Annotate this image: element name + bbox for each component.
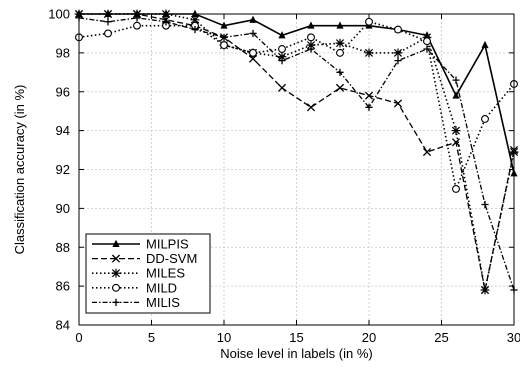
data-point-dd-svm [364,91,374,100]
y-tick-label: 90 [56,201,70,216]
data-point-milis [133,14,141,22]
legend-marker [111,268,121,278]
legend-marker [112,239,120,247]
x-tick-label: 25 [434,330,448,345]
data-point-mild [365,17,373,26]
x-axis-label: Noise level in labels (in %) [220,346,372,361]
data-point-milpis [249,15,257,23]
data-point-milpis [481,40,489,49]
y-tick-label: 100 [48,7,70,22]
data-point-milpis [452,91,460,99]
data-point-milpis [278,31,286,39]
legend-item-dd-svm: DD-SVM [92,251,197,266]
data-point-milis [452,76,460,84]
data-point-mild [481,115,489,123]
data-point-milpis [307,21,315,29]
data-point-dd-svm [451,138,461,147]
legend-item-milis: MILIS [92,295,180,310]
data-point-dd-svm [306,103,316,112]
data-point-milpis [191,9,199,17]
data-point-dd-svm [248,54,258,63]
data-point-mild [452,184,460,193]
data-point-dd-svm [335,83,345,92]
axis-ticks: 0 5 10 15 20 25 30 84 86 88 90 92 94 96 98 100 [48,7,520,346]
series-mild [75,17,518,193]
y-tick-label: 88 [56,240,70,255]
data-point-dd-svm [277,83,287,92]
data-point-mild [307,33,315,42]
y-tick-label: 86 [56,279,70,294]
legend-item-miles: MILES [92,266,185,281]
data-point-milis [336,68,344,76]
y-tick-label: 84 [56,318,70,333]
y-tick-label: 92 [56,162,70,177]
x-tick-label: 5 [148,330,155,345]
y-tick-label: 98 [56,45,70,60]
data-point-miles [480,285,490,295]
data-point-milis [365,103,373,111]
series-line-dd-svm [79,13,515,291]
data-point-mild [220,41,228,50]
legend-marker [111,254,121,263]
plot-frame [78,13,515,326]
data-point-mild [278,45,286,53]
data-point-mild [249,48,257,57]
data-point-miles [451,126,461,136]
y-tick-label: 94 [56,123,70,138]
data-point-miles [393,48,403,58]
legend-label: MILPIS [146,237,189,252]
legend-label: MILES [146,266,185,281]
legend-item-milpis: MILPIS [92,237,189,252]
data-point-mild [104,29,112,38]
data-point-mild [423,37,431,46]
data-point-milis [481,200,489,209]
data-point-mild [133,21,141,30]
x-tick-label: 15 [289,330,303,345]
y-axis-label: Classification accuracy (in %) [12,85,27,255]
y-tick-label: 96 [56,84,70,99]
data-point-milpis [336,21,344,29]
data-point-dd-svm [393,99,403,108]
legend-box [85,233,211,314]
x-tick-label: 10 [217,330,231,345]
x-tick-label: 0 [75,330,82,345]
legend-label: MILIS [146,295,180,310]
legend-label: DD-SVM [146,251,197,266]
data-point-milis [249,29,257,38]
data-point-miles [335,38,345,48]
data-point-milpis [220,21,228,29]
data-point-mild [336,48,344,57]
x-tick-label: 20 [362,330,376,345]
data-point-milis [394,57,402,65]
data-point-dd-svm [422,147,432,157]
series-line-milis [78,17,515,291]
legend-label: MILD [146,280,177,295]
data-point-milis [104,18,112,26]
series-line-milpis [79,13,515,174]
x-tick-label: 30 [507,330,520,345]
data-point-milis [191,25,199,34]
legend-item-mild: MILD [92,280,177,295]
data-point-miles [306,40,316,50]
data-point-milis [162,18,170,26]
legend-marker [112,298,120,306]
legend-marker [112,283,120,292]
data-point-milis [423,45,431,53]
data-point-milis [220,33,228,41]
data-point-milis [307,45,315,53]
data-point-miles [364,48,374,58]
data-point-miles [277,52,287,62]
data-point-mild [394,25,402,34]
data-point-miles [190,15,200,25]
data-point-milis [278,57,286,65]
